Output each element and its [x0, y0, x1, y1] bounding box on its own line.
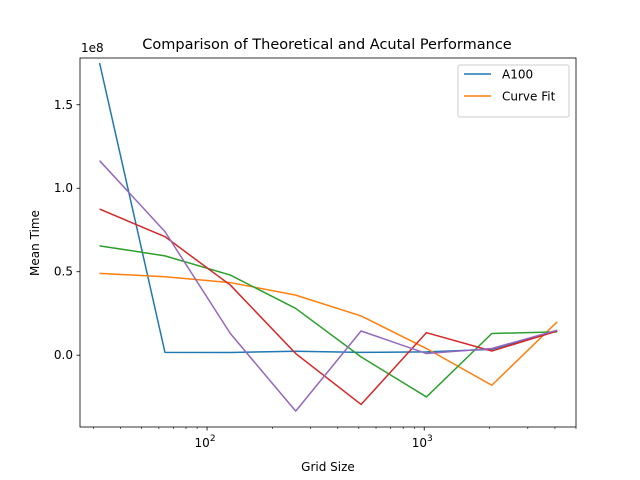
legend-label: A100	[502, 68, 533, 82]
y-tick-label: 0.0	[54, 348, 73, 362]
legend: A100 Curve Fit	[457, 64, 570, 118]
series-group	[98, 62, 558, 412]
series-line-5	[99, 160, 558, 412]
x-axis-ticks: 102 103	[93, 427, 577, 450]
x-tick-label: 102	[195, 434, 216, 450]
y-tick-label: 0.5	[54, 265, 73, 279]
series-line-2	[99, 272, 558, 387]
y-tick-label: 1.5	[54, 98, 73, 112]
y-axis-ticks: 0.0 0.5 1.0 1.5	[54, 98, 80, 362]
chart-title: Comparison of Theoretical and Acutal Per…	[142, 37, 512, 53]
plot-area	[79, 57, 577, 428]
series-line-4	[99, 208, 558, 406]
series-line-3	[99, 245, 558, 398]
y-offset-label: 1e8	[81, 41, 104, 55]
legend-label: Curve Fit	[502, 90, 556, 104]
legend-box	[457, 64, 570, 118]
x-tick-label: 103	[412, 434, 433, 450]
y-axis-label: Mean Time	[28, 210, 42, 276]
x-axis-label: Grid Size	[301, 460, 355, 474]
axes-frame	[79, 57, 577, 428]
y-tick-label: 1.0	[54, 181, 73, 195]
